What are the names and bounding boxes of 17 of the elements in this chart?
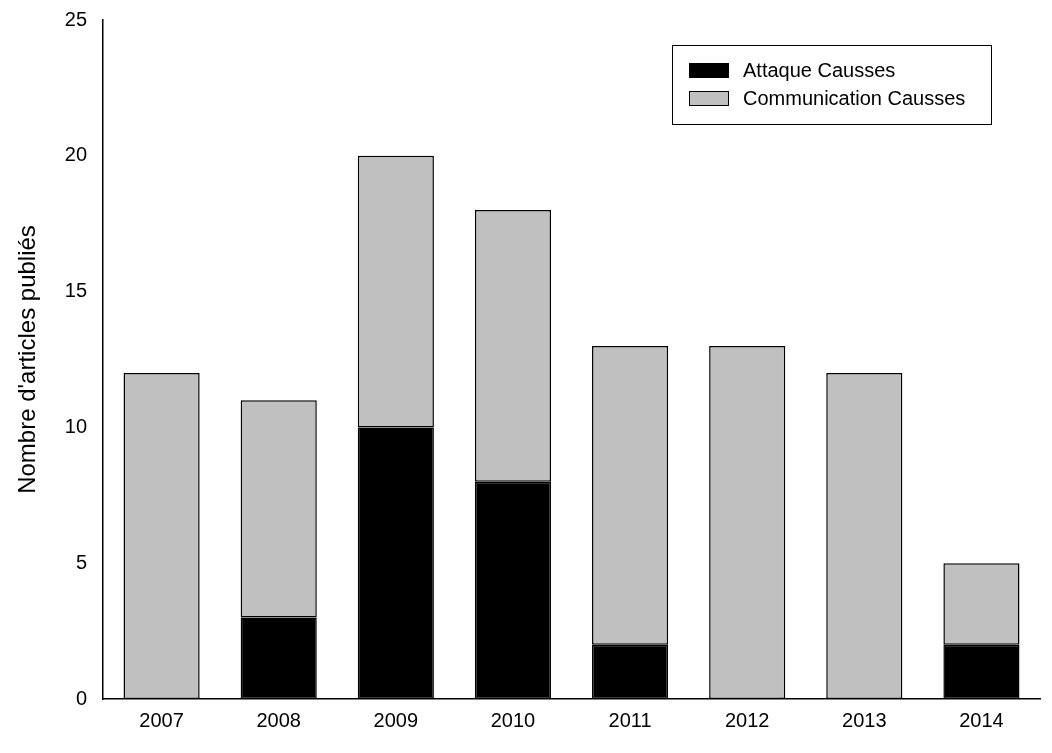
y-tick-label: 15: [64, 279, 88, 302]
y-tick-label: 0: [75, 686, 88, 709]
x-tick-label: 2010: [490, 708, 536, 731]
y-tick-label: 5: [75, 550, 88, 573]
x-tick-label: 2011: [608, 708, 652, 731]
x-tick-label: 2008: [256, 708, 301, 731]
x-tick-label: 2007: [139, 708, 184, 731]
y-axis-title: Nombre d'articles publiés: [13, 225, 41, 494]
x-tick-label: 2012: [724, 708, 770, 731]
y-tick-label: 25: [64, 7, 88, 30]
y-tick-label: 20: [64, 143, 88, 166]
x-tick-label: 2013: [842, 708, 887, 731]
y-tick-label: 10: [64, 414, 88, 437]
x-tick-label: 2009: [373, 708, 419, 731]
x-tick-label: 2014: [959, 708, 1004, 731]
legend-label: Attaque Causses: [743, 58, 896, 83]
legend-label: Communication Causses: [743, 86, 966, 111]
